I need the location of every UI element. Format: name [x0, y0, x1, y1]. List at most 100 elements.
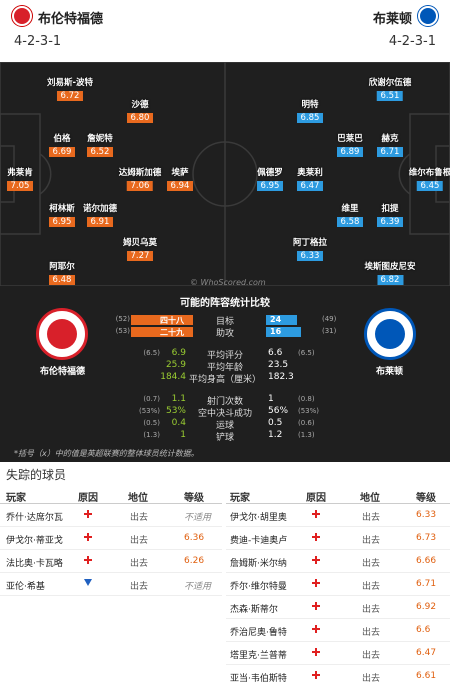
missing-player-row[interactable]: 乔尔·维尔特曼 出去 6.71 — [226, 573, 450, 596]
stat-home-value: 0.4 — [171, 418, 186, 428]
away-player[interactable]: 维里 6.58 — [337, 202, 363, 227]
missing-player-name[interactable]: 亚伦·希基 — [6, 582, 45, 592]
stat-row: (0.5) 0.4 运球 0.5 (0.6) — [0, 418, 450, 431]
player-rating: 6.72 — [57, 91, 83, 101]
player-name: 达姆斯加德 — [118, 168, 162, 178]
home-player[interactable]: 达姆斯加德 7.06 — [118, 166, 162, 191]
injury-icon — [312, 602, 320, 613]
home-player[interactable]: 弗莱肯 7.05 — [7, 166, 33, 191]
stat-home-value: 53% — [165, 406, 186, 416]
stat-home-season: (0.7) — [143, 395, 160, 403]
player-name: 巴莱巴 — [337, 134, 363, 144]
home-player[interactable]: 伯格 6.69 — [49, 132, 75, 157]
missing-player-name[interactable]: 乔治尼奥·鲁特 — [230, 628, 287, 638]
player-name: 詹妮特 — [87, 134, 113, 144]
missing-player-name[interactable]: 伊戈尔·蒂亚戈 — [6, 536, 63, 546]
stat-row: 25.9 平均年龄 23.5 — [0, 360, 450, 373]
pitch-lines — [0, 62, 450, 286]
player-rating: 6.91 — [86, 217, 113, 227]
injury-icon — [312, 533, 320, 544]
home-missing-table: 玩家 原因 地位 等级 乔什·达席尔瓦 出去 不适用 伊戈尔·蒂亚戈 出去 6.36 法比奥… — [0, 486, 222, 596]
missing-player-name[interactable]: 法比奥·卡瓦略 — [6, 559, 63, 569]
missing-player-name[interactable]: 伊戈尔·胡里奥 — [230, 513, 287, 523]
home-player[interactable]: 詹妮特 6.52 — [87, 132, 113, 157]
home-player[interactable]: 姆贝乌莫 7.27 — [123, 236, 157, 261]
missing-player-name[interactable]: 费迪-卡迪奥卢 — [230, 536, 288, 546]
missing-player-row[interactable]: 法比奥·卡瓦略 出去 6.26 — [0, 550, 222, 573]
home-formation: 4-2-3-1 — [14, 34, 62, 49]
col-position: 地位 — [128, 493, 148, 504]
missing-rating: 6.73 — [416, 533, 437, 543]
away-player[interactable]: 维尔布鲁根 6.45 — [409, 166, 450, 191]
away-player[interactable]: 奥莱利 6.47 — [297, 166, 323, 191]
home-player[interactable]: 埃萨 6.94 — [167, 166, 193, 191]
missing-player-name[interactable]: 乔尔·维尔特曼 — [230, 582, 287, 592]
player-name: 维里 — [341, 204, 359, 214]
player-rating: 6.39 — [377, 217, 403, 227]
missing-player-row[interactable]: 亚当·韦伯斯特 出去 6.61 — [226, 665, 450, 687]
missing-player-row[interactable]: 乔治尼奥·鲁特 出去 6.6 — [226, 619, 450, 642]
missing-status: 出去 — [362, 605, 381, 615]
player-rating: 7.27 — [126, 251, 153, 261]
away-team-name[interactable]: 布莱顿 — [372, 12, 412, 27]
player-rating: 6.58 — [337, 217, 363, 227]
player-name: 阿丁格拉 — [292, 238, 328, 248]
stat-home-value: 6.9 — [171, 348, 186, 358]
player-name: 明特 — [301, 100, 319, 110]
stats-title: 可能的阵容统计比较 — [180, 298, 270, 309]
home-player[interactable]: 阿耶尔 6.48 — [49, 260, 75, 285]
player-rating: 6.82 — [376, 275, 403, 285]
missing-player-row[interactable]: 伊戈尔·胡里奥 出去 6.33 — [226, 504, 450, 527]
stat-label: 平均身高（厘米） — [188, 375, 261, 385]
home-team-name[interactable]: 布伦特福德 — [38, 12, 104, 27]
away-player[interactable]: 巴莱巴 6.89 — [337, 132, 363, 157]
missing-player-name[interactable]: 亚当·韦伯斯特 — [230, 674, 287, 684]
away-crest-icon — [418, 6, 438, 26]
away-player[interactable]: 欣谢尔伍德 6.51 — [368, 76, 412, 101]
player-rating: 6.95 — [257, 181, 283, 191]
stat-home-season: (53%) — [138, 407, 160, 415]
stat-row: (53%) 53% 空中决斗成功 56% (53%) — [0, 406, 450, 419]
stat-label: 空中决斗成功 — [197, 409, 252, 419]
missing-player-name[interactable]: 詹姆斯·米尔纳 — [230, 559, 287, 569]
stat-away-season: (6.5) — [298, 349, 315, 357]
missing-player-row[interactable]: 乔什·达席尔瓦 出去 不适用 — [0, 504, 222, 527]
match-header: 布伦特福德 布莱顿 4-2-3-1 4-2-3-1 — [0, 0, 450, 60]
goals-home-bar — [131, 315, 193, 325]
missing-player-name[interactable]: 乔什·达席尔瓦 — [6, 513, 63, 523]
away-player[interactable]: 明特 6.85 — [297, 98, 323, 123]
player-name: 埃萨 — [171, 168, 189, 178]
stat-home-value: 1.1 — [171, 394, 186, 404]
missing-rating: 6.33 — [416, 510, 437, 520]
assists-home-season: (53) — [115, 327, 130, 335]
missing-player-row[interactable]: 费迪-卡迪奥卢 出去 6.73 — [226, 527, 450, 550]
col-player: 玩家 — [6, 493, 26, 504]
stat-away-value: 1.2 — [268, 430, 283, 440]
missing-player-row[interactable]: 亚伦·希基 出去 不适用 — [0, 573, 222, 596]
home-player[interactable]: 柯林斯 6.95 — [49, 202, 75, 227]
player-rating: 6.45 — [416, 181, 443, 191]
home-player[interactable]: 诺尔加德 6.91 — [83, 202, 117, 227]
home-crest-label: 布伦特福德 — [40, 367, 86, 377]
stats-footnote: *括号（x）中的值是英超联赛的整体球员统计数据。 — [14, 449, 199, 458]
home-player[interactable]: 刘易斯-波特 6.72 — [47, 76, 93, 101]
player-rating: 6.80 — [127, 113, 153, 123]
away-player[interactable]: 埃斯图皮尼安 6.82 — [364, 260, 416, 285]
missing-rating: 6.66 — [416, 556, 437, 566]
goals-label: 目标 — [215, 317, 234, 327]
away-player[interactable]: 佩德罗 6.95 — [257, 166, 283, 191]
away-formation: 4-2-3-1 — [388, 34, 436, 49]
missing-player-row[interactable]: 伊戈尔·蒂亚戈 出去 6.36 — [0, 527, 222, 550]
player-name: 刘易斯-波特 — [46, 78, 94, 88]
home-player[interactable]: 沙德 6.80 — [127, 98, 153, 123]
player-name: 伯格 — [53, 134, 71, 144]
missing-player-row[interactable]: 塔里克·兰普蒂 出去 6.47 — [226, 642, 450, 665]
player-name: 欣谢尔伍德 — [368, 78, 412, 88]
missing-player-name[interactable]: 杰森·斯蒂尔 — [230, 605, 278, 615]
missing-player-row[interactable]: 詹姆斯·米尔纳 出去 6.66 — [226, 550, 450, 573]
away-player[interactable]: 扣提 6.39 — [377, 202, 403, 227]
missing-player-row[interactable]: 杰森·斯蒂尔 出去 6.92 — [226, 596, 450, 619]
away-player[interactable]: 赫克 6.71 — [377, 132, 403, 157]
away-player[interactable]: 阿丁格拉 6.33 — [293, 236, 327, 261]
missing-player-name[interactable]: 塔里克·兰普蒂 — [230, 651, 287, 661]
